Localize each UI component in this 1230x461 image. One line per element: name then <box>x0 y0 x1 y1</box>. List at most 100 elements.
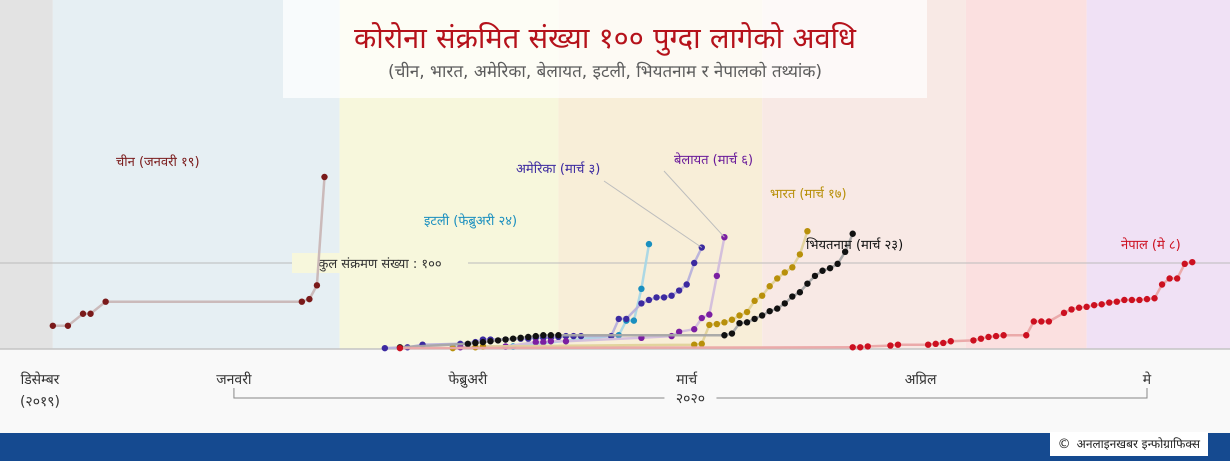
data-point <box>1113 298 1121 305</box>
data-point <box>1151 295 1158 302</box>
data-point <box>615 315 622 323</box>
data-point <box>555 332 562 339</box>
period-band <box>965 0 1087 349</box>
data-point <box>645 296 653 304</box>
data-point <box>758 312 766 319</box>
data-point <box>819 267 826 274</box>
data-point <box>781 300 788 307</box>
data-point <box>758 292 766 299</box>
data-point <box>992 332 1000 340</box>
data-point <box>479 338 487 346</box>
data-point <box>298 298 306 305</box>
reference-label: कुल संक्रमण संख्या : १०० <box>318 257 441 272</box>
data-point <box>713 272 721 280</box>
data-point <box>841 248 849 256</box>
data-point <box>1098 301 1105 308</box>
data-point <box>924 341 932 348</box>
data-point <box>887 342 894 349</box>
data-point <box>630 317 638 324</box>
month-label: मे <box>1143 371 1152 388</box>
data-point <box>743 319 751 326</box>
data-point <box>766 307 773 315</box>
data-point <box>623 315 630 323</box>
data-point <box>547 338 555 345</box>
data-point <box>653 294 660 301</box>
data-point <box>540 338 547 346</box>
data-point <box>774 275 781 282</box>
year-label-bg <box>664 389 717 407</box>
data-point <box>502 336 509 343</box>
month-label: मार्च <box>676 371 698 388</box>
data-point <box>789 264 796 271</box>
series-6: भियतनाम (मार्च २३) <box>396 230 903 351</box>
data-point <box>932 340 939 348</box>
data-point <box>849 230 856 237</box>
data-point <box>781 269 788 276</box>
data-point <box>1060 309 1068 317</box>
data-point <box>1000 332 1007 339</box>
data-point <box>864 343 871 350</box>
data-point <box>766 283 773 290</box>
leader-line <box>603 180 703 248</box>
data-point <box>547 332 555 339</box>
data-point <box>691 326 698 333</box>
data-point <box>804 227 811 235</box>
data-point <box>509 335 517 342</box>
data-point <box>472 339 479 347</box>
data-point <box>1121 296 1128 304</box>
data-point <box>706 311 713 318</box>
data-point <box>517 334 524 342</box>
credit-text: अनलाइनखबर इन्फोग्राफिक्स <box>1076 437 1200 451</box>
data-point <box>638 285 645 292</box>
data-point <box>1136 296 1143 304</box>
data-point <box>494 337 502 344</box>
data-point <box>562 338 570 345</box>
data-point <box>464 340 472 348</box>
data-point <box>743 308 751 316</box>
data-point <box>1166 275 1173 282</box>
data-point <box>721 319 728 326</box>
data-point <box>645 240 653 248</box>
data-point <box>947 338 954 345</box>
data-point <box>381 344 389 352</box>
chart-subtitle: (चीन, भारत, अमेरिका, बेलायत, इटली, भियतन… <box>387 62 823 82</box>
data-point <box>857 344 864 351</box>
data-point <box>894 341 902 348</box>
series-annotation: अमेरिका (मार्च ३) <box>516 161 600 177</box>
data-point <box>1189 258 1196 266</box>
data-point <box>751 315 758 323</box>
data-point <box>1030 318 1038 325</box>
chart-title: कोरोना संक्रमित संख्या १०० पुग्दा लागेको… <box>354 21 856 55</box>
data-point <box>1038 318 1045 325</box>
data-point <box>721 332 728 339</box>
month-label: डिसेम्बर <box>21 371 60 388</box>
credit-badge: © अनलाइनखबर इन्फोग्राफिक्स <box>1049 432 1208 456</box>
data-point <box>1173 275 1181 282</box>
data-point <box>796 251 804 258</box>
data-point <box>774 305 781 312</box>
data-point <box>691 259 698 267</box>
data-point <box>1083 303 1090 311</box>
series-annotation: भियतनाम (मार्च २३) <box>806 237 903 253</box>
data-point <box>691 341 698 348</box>
data-point <box>313 282 321 289</box>
series-7: नेपाल (मे ८) <box>396 237 1196 352</box>
data-point <box>306 295 313 303</box>
data-point <box>660 294 668 301</box>
data-point <box>525 333 532 341</box>
data-point <box>849 344 856 351</box>
data-point <box>804 280 811 287</box>
data-point <box>668 292 675 299</box>
period-band <box>1086 0 1230 349</box>
series-annotation: चीन (जनवरी १९) <box>116 154 200 170</box>
month-label: जनवरी <box>216 371 252 388</box>
data-point <box>698 340 705 348</box>
data-point <box>321 173 328 181</box>
series-annotation: इटली (फेब्रुअरी २४) <box>424 213 517 229</box>
data-point <box>638 300 645 307</box>
axis-background <box>0 349 1230 433</box>
data-point <box>64 322 72 329</box>
data-point <box>1090 301 1098 309</box>
data-point <box>796 289 804 296</box>
data-point <box>826 264 834 272</box>
